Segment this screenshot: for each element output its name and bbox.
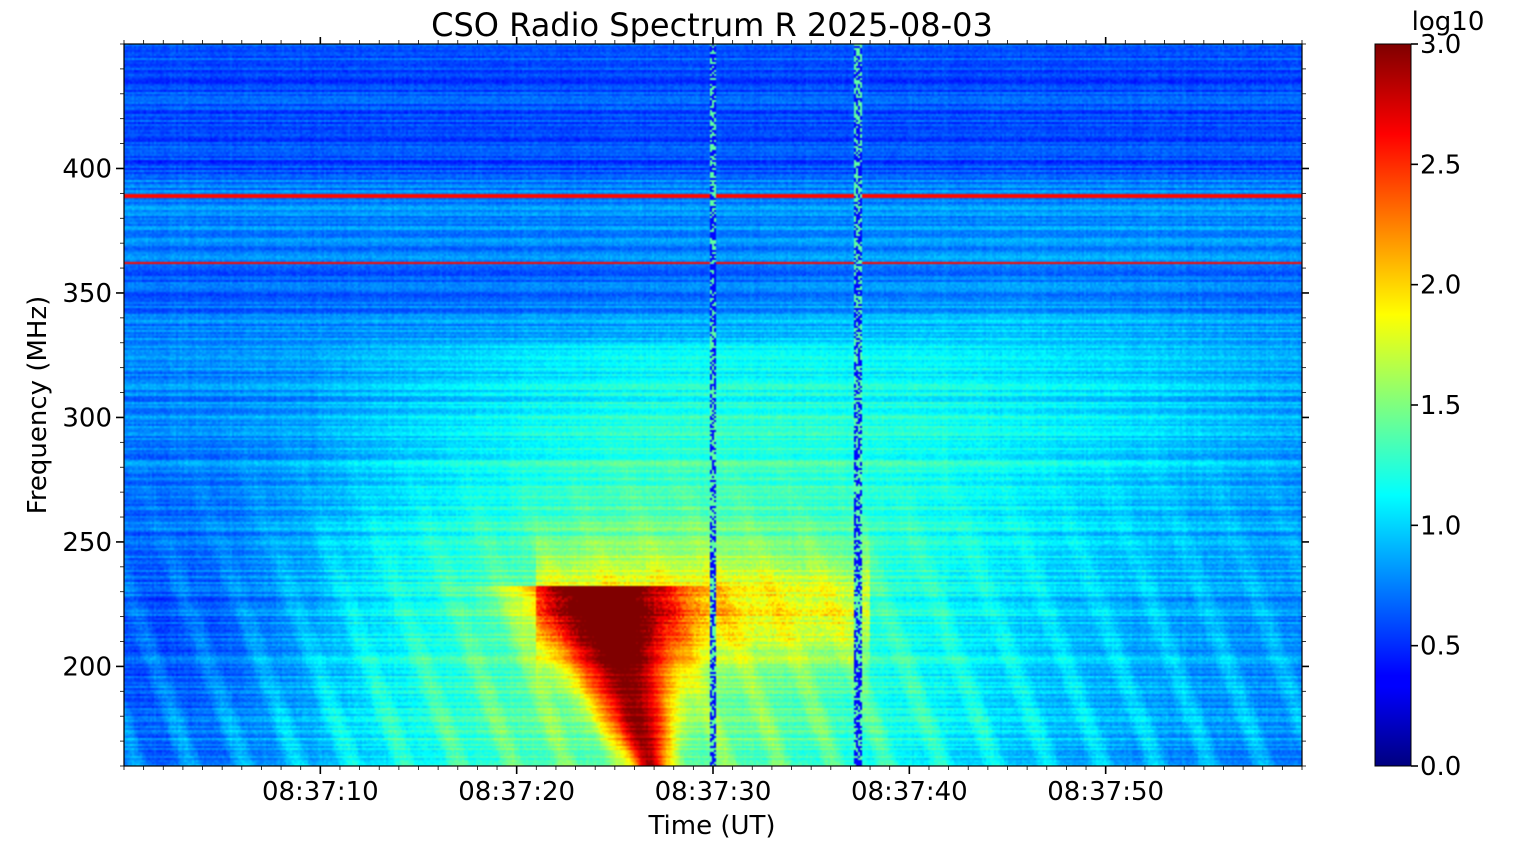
colorbar-tick-label: 1.5	[1420, 391, 1461, 421]
x-tick-label: 08:37:20	[458, 777, 575, 807]
x-axis-label: Time (UT)	[647, 811, 775, 841]
colorbar-tick-label: 3.0	[1420, 30, 1461, 60]
y-tick-label: 200	[62, 652, 112, 682]
y-tick-label: 350	[62, 279, 112, 309]
colorbar-tick-label: 0.0	[1420, 752, 1461, 782]
colorbar-label: log10	[1412, 7, 1485, 37]
y-tick-label: 300	[62, 403, 112, 433]
y-tick-label: 250	[62, 528, 112, 558]
colorbar-ticks: 0.0 0.5 1.0 1.5 2.0 2.5 3.0	[1411, 30, 1461, 782]
heatmap-image	[124, 44, 1302, 766]
x-tick-label: 08:37:50	[1047, 777, 1164, 807]
plot-area	[123, 43, 1303, 767]
colorbar-tick-label: 1.0	[1420, 511, 1461, 541]
colorbar-tick-label: 0.5	[1420, 632, 1461, 662]
x-tick-label: 08:37:10	[262, 777, 379, 807]
y-axis: 200 250 300 350 400	[62, 43, 1309, 767]
colorbar-gradient	[1374, 43, 1412, 767]
x-tick-label: 08:37:30	[655, 777, 772, 807]
y-axis-label: Frequency (MHz)	[23, 296, 53, 515]
colorbar: log10 0.0 0.5 1.0 1.5 2.0 2.5 3.0	[1374, 7, 1485, 782]
colorbar-tick-label: 2.0	[1420, 271, 1461, 301]
colorbar-tick-label: 2.5	[1420, 150, 1461, 180]
x-tick-label: 08:37:40	[851, 777, 968, 807]
y-tick-label: 400	[62, 154, 112, 184]
x-axis: 08:37:10 08:37:20 08:37:30 08:37:40 08:37:50	[123, 37, 1303, 807]
chart-title: CSO Radio Spectrum R 2025-08-03	[431, 6, 993, 44]
